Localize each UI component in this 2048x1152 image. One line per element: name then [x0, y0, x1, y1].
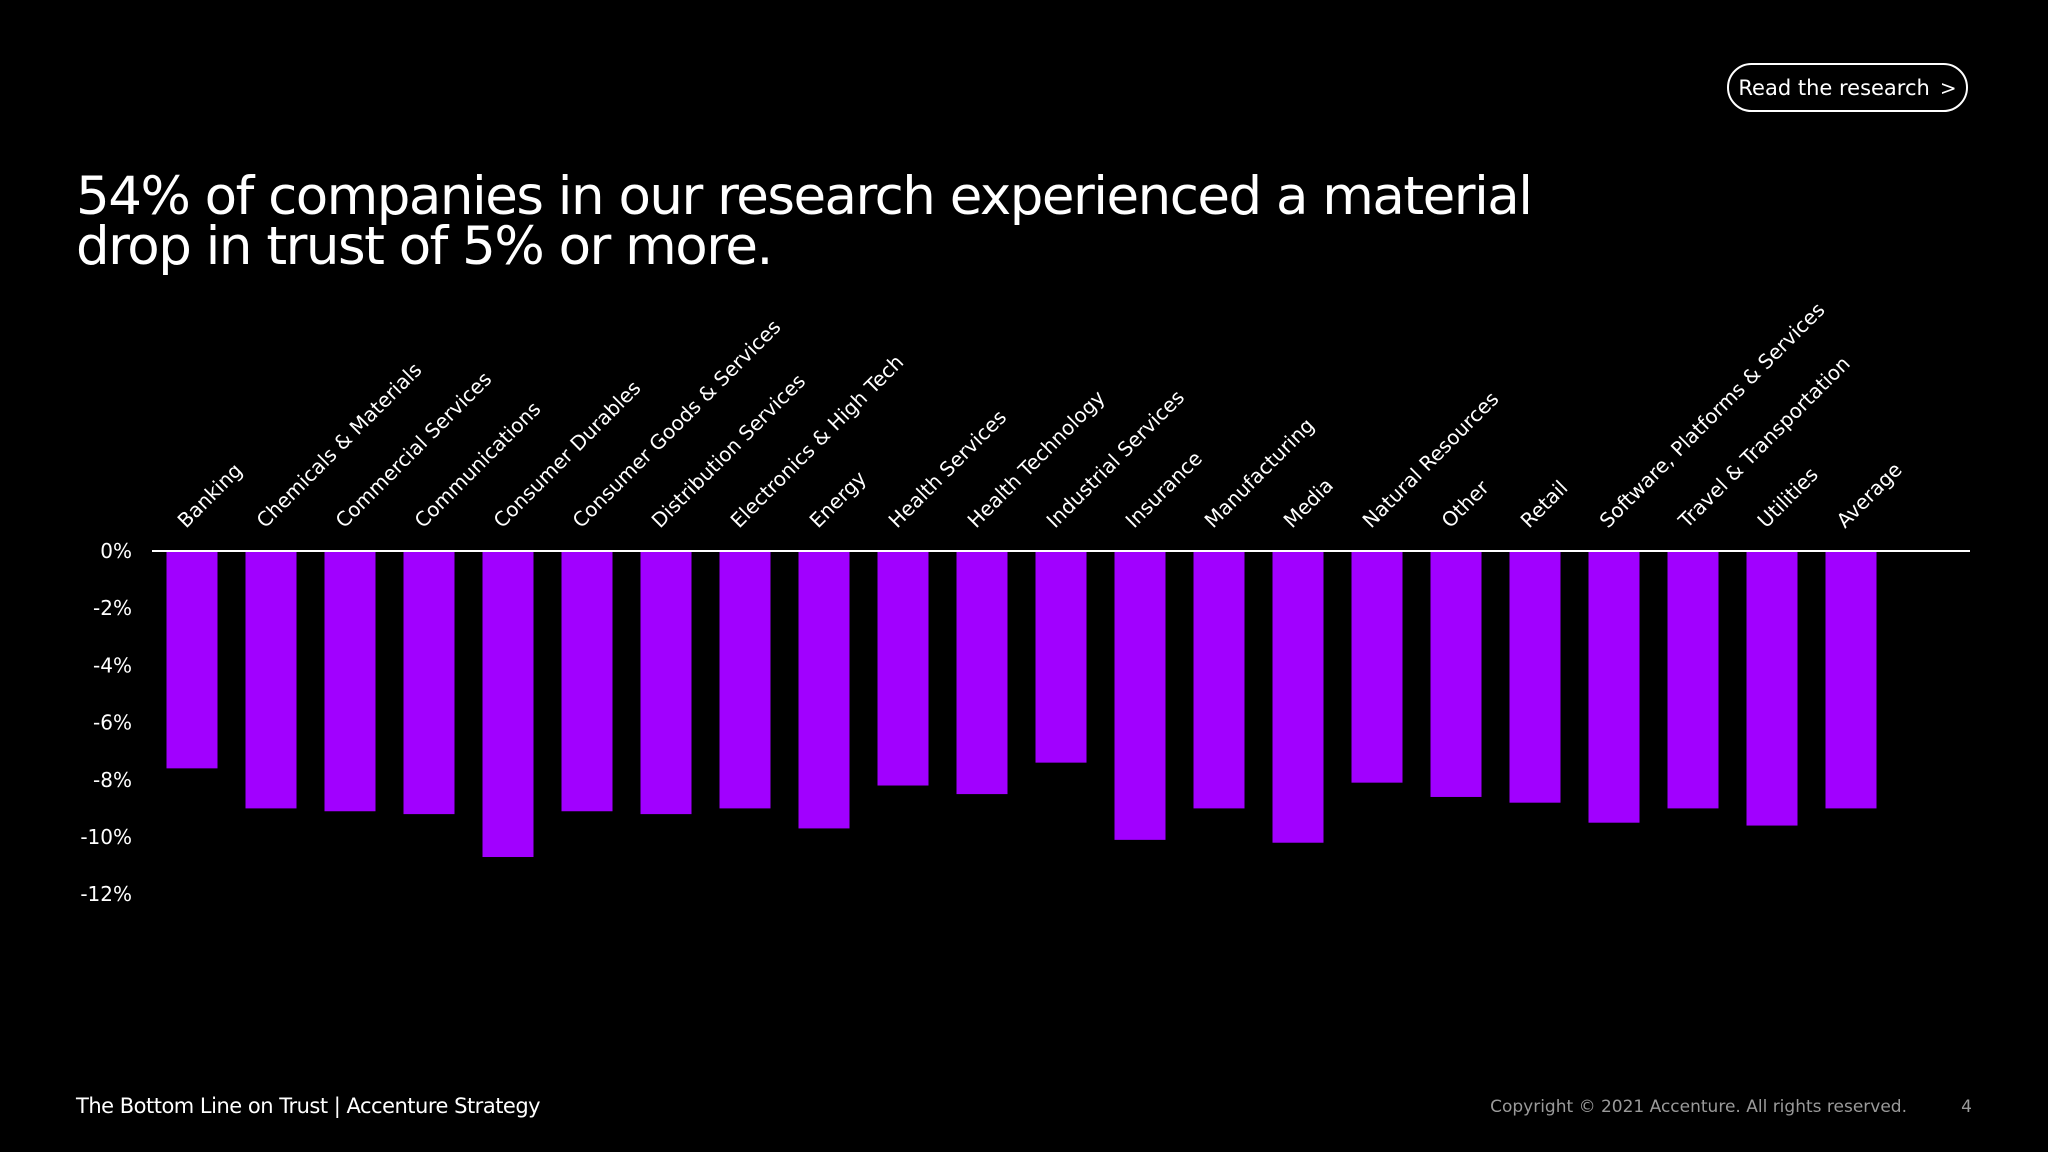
x-tick-label: Industrial Services: [1042, 385, 1189, 532]
chevron-right-icon: >: [1939, 75, 1957, 100]
y-tick-label: -2%: [93, 596, 132, 620]
x-tick-label: Health Technology: [963, 385, 1110, 532]
x-tick-label: Banking: [173, 458, 247, 532]
bar: [1351, 551, 1403, 783]
page-title-line-2: drop in trust of 5% or more.: [76, 216, 773, 277]
bar: [482, 551, 534, 858]
y-tick-label: -6%: [93, 711, 132, 735]
x-tick-label: Energy: [805, 466, 872, 533]
x-tick-label: Retail: [1516, 476, 1573, 533]
page-title-line-1: 54% of companies in our research experie…: [76, 166, 1533, 227]
bar: [1509, 551, 1561, 803]
footer-copyright: Copyright © 2021 Accenture. All rights r…: [1490, 1097, 1907, 1117]
bar: [245, 551, 297, 809]
bar: [561, 551, 613, 812]
bar: [1272, 551, 1324, 843]
page-number: 4: [1961, 1097, 1972, 1117]
x-tick-label: Distribution Services: [647, 369, 811, 533]
x-tick-label: Other: [1437, 475, 1495, 533]
x-tick-label: Natural Resources: [1358, 387, 1504, 533]
bar: [798, 551, 850, 829]
bar: [403, 551, 455, 815]
y-tick-label: -12%: [80, 882, 132, 906]
bar: [719, 551, 771, 809]
bar: [1193, 551, 1245, 809]
read-research-label: Read the research: [1738, 75, 1930, 100]
bar: [956, 551, 1008, 795]
bar: [1825, 551, 1877, 809]
y-tick-label: 0%: [100, 539, 132, 563]
y-tick-label: -4%: [93, 653, 132, 677]
bar: [1114, 551, 1166, 840]
x-tick-label: Media: [1279, 473, 1338, 532]
bar: [166, 551, 218, 769]
bar: [1035, 551, 1087, 763]
x-tick-label: Consumer Durables: [489, 376, 646, 533]
y-tick-label: -10%: [80, 825, 132, 849]
bar: [1588, 551, 1640, 823]
bar: [877, 551, 929, 786]
read-research-button[interactable]: Read the research >: [1727, 63, 1968, 112]
y-tick-label: -8%: [93, 768, 132, 792]
x-tick-label: Insurance: [1121, 446, 1207, 532]
x-tick-label: Commercial Services: [331, 367, 497, 533]
x-tick-label: Average: [1832, 457, 1907, 532]
bar: [324, 551, 376, 812]
x-tick-label: Utilities: [1753, 462, 1823, 532]
bar: [640, 551, 692, 815]
footer-title: The Bottom Line on Trust | Accenture Str…: [76, 1094, 541, 1118]
bar: [1667, 551, 1719, 809]
bar: [1746, 551, 1798, 826]
bar: [1430, 551, 1482, 797]
page-title: 54% of companies in our research experie…: [76, 166, 1576, 277]
